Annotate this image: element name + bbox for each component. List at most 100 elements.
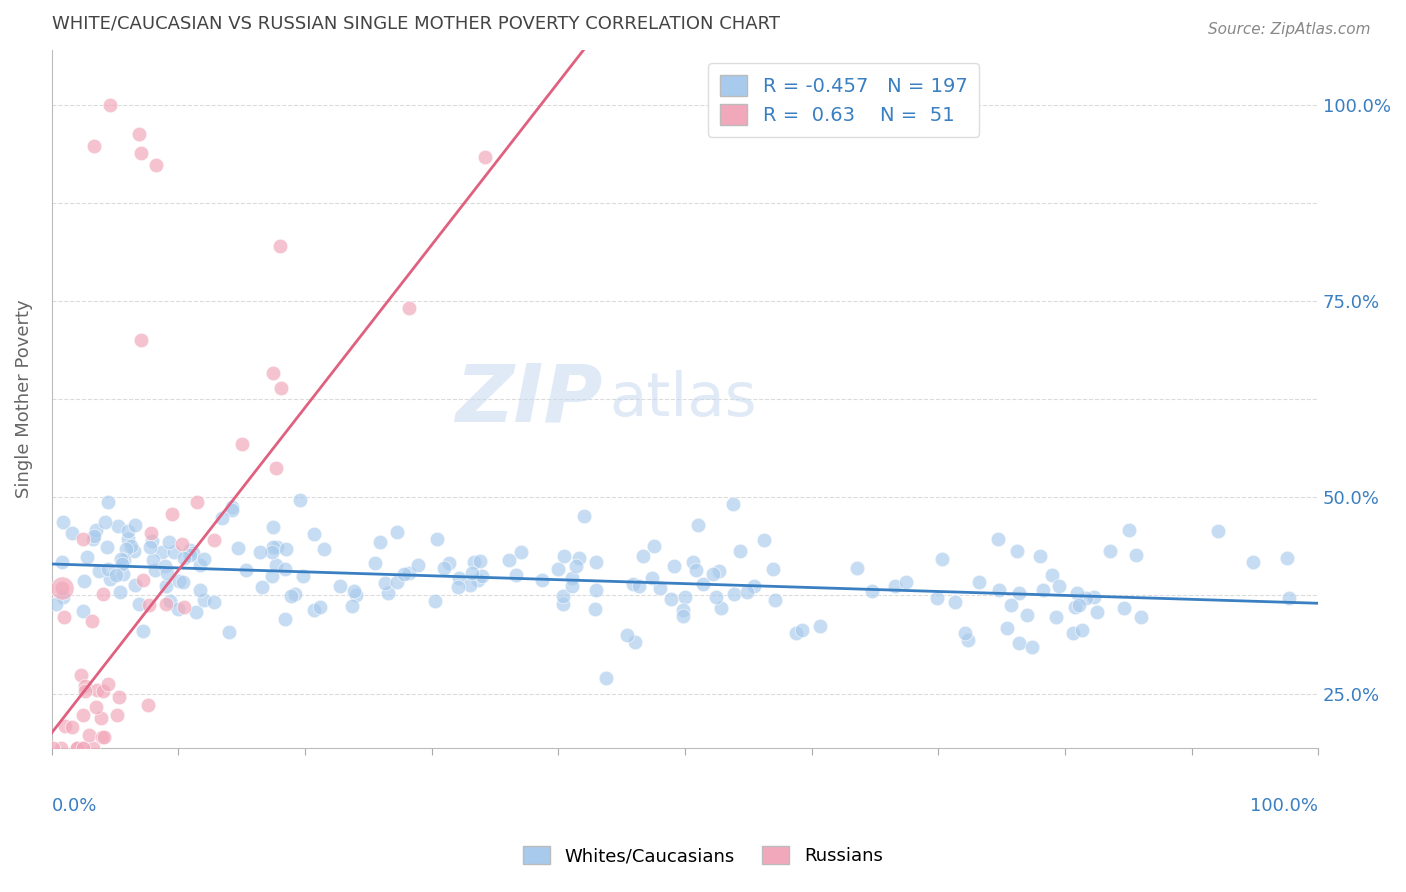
Point bbox=[553, 549, 575, 563]
Point bbox=[710, 601, 733, 615]
Point bbox=[93, 587, 115, 601]
Point bbox=[957, 632, 980, 647]
Point bbox=[943, 595, 966, 609]
Point bbox=[1098, 544, 1121, 558]
Point bbox=[572, 508, 595, 523]
Point bbox=[498, 553, 520, 567]
Point bbox=[97, 495, 120, 509]
Point bbox=[704, 590, 727, 604]
Point bbox=[83, 529, 105, 543]
Point bbox=[1066, 585, 1088, 599]
Point bbox=[51, 741, 73, 756]
Point bbox=[682, 555, 704, 569]
Point bbox=[80, 615, 103, 629]
Point bbox=[728, 543, 751, 558]
Point bbox=[790, 623, 813, 637]
Point bbox=[186, 606, 208, 620]
Point bbox=[564, 559, 586, 574]
Point bbox=[363, 556, 385, 570]
Point bbox=[672, 608, 695, 623]
Point bbox=[553, 597, 575, 611]
Point bbox=[179, 542, 201, 557]
Point bbox=[763, 592, 786, 607]
Point bbox=[72, 533, 94, 547]
Point bbox=[72, 604, 94, 618]
Point bbox=[72, 741, 94, 756]
Point bbox=[274, 612, 297, 626]
Point bbox=[52, 515, 75, 529]
Point bbox=[155, 597, 177, 611]
Point bbox=[82, 532, 104, 546]
Point bbox=[124, 578, 146, 592]
Point bbox=[394, 567, 416, 582]
Point bbox=[93, 730, 115, 744]
Point bbox=[98, 572, 121, 586]
Point bbox=[585, 555, 607, 569]
Point bbox=[585, 582, 607, 597]
Point bbox=[72, 707, 94, 722]
Point bbox=[104, 567, 127, 582]
Point bbox=[1032, 582, 1054, 597]
Point bbox=[117, 533, 139, 547]
Point bbox=[260, 545, 283, 559]
Point bbox=[76, 549, 98, 564]
Point bbox=[662, 559, 685, 574]
Point bbox=[474, 150, 496, 164]
Point bbox=[51, 581, 73, 595]
Point bbox=[762, 562, 785, 576]
Point bbox=[142, 553, 165, 567]
Point bbox=[270, 381, 292, 395]
Point bbox=[531, 573, 554, 587]
Point bbox=[1029, 549, 1052, 564]
Point bbox=[551, 589, 574, 603]
Point bbox=[449, 571, 471, 585]
Point bbox=[122, 543, 145, 558]
Point bbox=[692, 577, 714, 591]
Point bbox=[368, 535, 391, 549]
Point bbox=[648, 581, 671, 595]
Point bbox=[82, 741, 104, 756]
Point bbox=[112, 552, 135, 566]
Point bbox=[105, 708, 128, 723]
Point bbox=[274, 562, 297, 576]
Text: Source: ZipAtlas.com: Source: ZipAtlas.com bbox=[1208, 22, 1371, 37]
Point bbox=[1076, 591, 1098, 605]
Point bbox=[883, 579, 905, 593]
Point bbox=[735, 585, 758, 599]
Legend: R = -0.457   N = 197, R =  0.63    N =  51: R = -0.457 N = 197, R = 0.63 N = 51 bbox=[709, 63, 979, 136]
Point bbox=[150, 545, 173, 559]
Point bbox=[90, 711, 112, 725]
Point bbox=[1021, 640, 1043, 654]
Point bbox=[643, 540, 665, 554]
Text: WHITE/CAUCASIAN VS RUSSIAN SINGLE MOTHER POVERTY CORRELATION CHART: WHITE/CAUCASIAN VS RUSSIAN SINGLE MOTHER… bbox=[52, 15, 780, 33]
Text: ZIP: ZIP bbox=[456, 360, 603, 438]
Point bbox=[53, 719, 76, 733]
Point bbox=[73, 684, 96, 698]
Point bbox=[628, 579, 651, 593]
Point bbox=[894, 575, 917, 590]
Point bbox=[108, 690, 131, 705]
Point bbox=[143, 563, 166, 577]
Point bbox=[1047, 579, 1070, 593]
Point bbox=[111, 566, 134, 581]
Point bbox=[1000, 598, 1022, 612]
Point bbox=[988, 583, 1011, 598]
Point bbox=[329, 579, 352, 593]
Point bbox=[172, 537, 194, 551]
Point bbox=[84, 699, 107, 714]
Point bbox=[159, 594, 181, 608]
Point bbox=[73, 574, 96, 588]
Point bbox=[98, 97, 121, 112]
Point bbox=[280, 589, 302, 603]
Point bbox=[1062, 625, 1084, 640]
Point bbox=[672, 603, 695, 617]
Point bbox=[84, 523, 107, 537]
Point bbox=[129, 333, 152, 347]
Point bbox=[173, 550, 195, 565]
Point bbox=[72, 741, 94, 756]
Point bbox=[723, 586, 745, 600]
Point bbox=[60, 720, 83, 734]
Point bbox=[73, 679, 96, 693]
Point bbox=[83, 139, 105, 153]
Point bbox=[309, 599, 332, 614]
